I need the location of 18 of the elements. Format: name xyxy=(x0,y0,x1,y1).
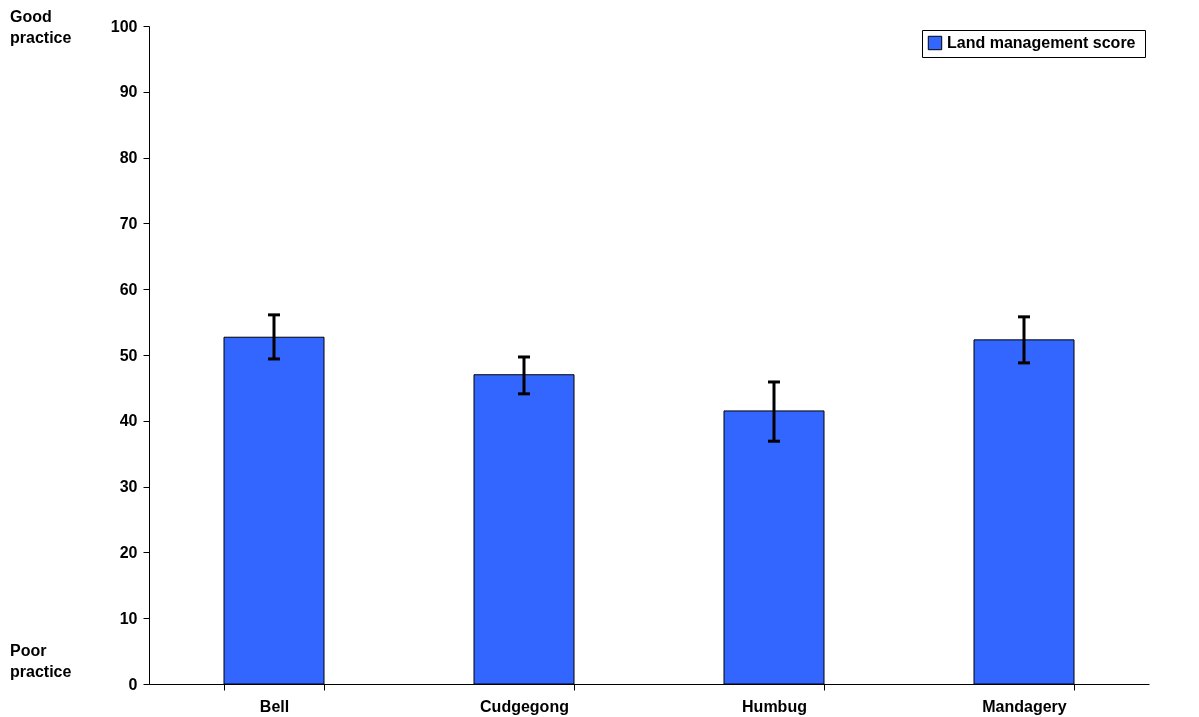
y-tick-label: 40 xyxy=(119,412,138,430)
y-tick-label: 30 xyxy=(119,478,138,496)
legend-label: Land management score xyxy=(947,34,1136,51)
x-tick-label: Bell xyxy=(259,697,290,715)
text: Poor practice xyxy=(10,641,73,682)
y-tick-label: 50 xyxy=(119,346,138,364)
y-tick-label: 80 xyxy=(119,149,138,167)
x-tick-label: Humbug xyxy=(742,697,807,715)
x-tick-label: Mandagery xyxy=(982,697,1067,715)
y-tick-label: 10 xyxy=(119,609,138,627)
y-tick-label: 90 xyxy=(119,83,138,101)
text: Good practice xyxy=(10,7,73,48)
y-tick-label: 0 xyxy=(128,675,138,693)
x-tick-label: Cudgegong xyxy=(480,697,569,715)
y-tick-label: 100 xyxy=(110,17,138,35)
y-tick-label: 70 xyxy=(119,214,138,232)
y-tick-label: 60 xyxy=(119,280,138,298)
y-tick-label: 20 xyxy=(119,543,138,561)
